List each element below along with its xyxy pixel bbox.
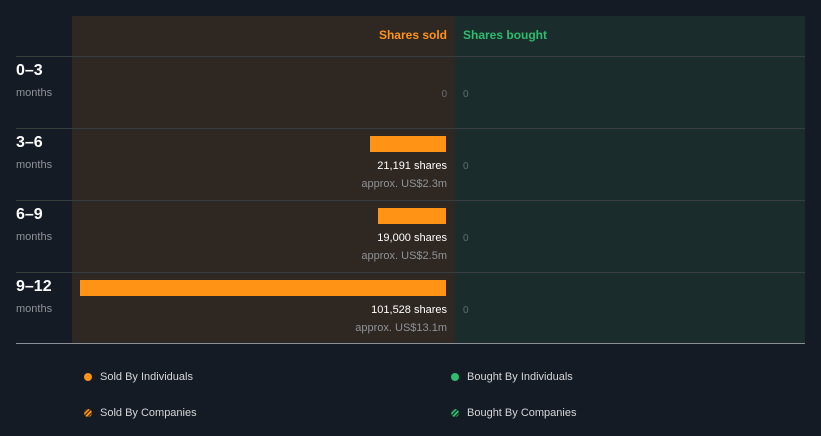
period-row-9-12: 9–12 months 101,528 shares approx. US$13… — [0, 273, 821, 345]
sold-bar[interactable] — [370, 136, 446, 152]
bought-value: 0 — [463, 161, 469, 172]
period-row-0-3: 0–3 months 0 0 — [0, 57, 821, 129]
legend-bought-companies: Bought By Companies — [451, 407, 576, 419]
shares-bought-header: Shares bought — [463, 28, 548, 42]
period-unit: months — [16, 87, 53, 99]
row-divider — [16, 272, 805, 273]
green-hatched-dot-icon — [451, 409, 459, 417]
green-dot-icon — [451, 373, 459, 381]
period-label: 3–6 — [16, 134, 43, 151]
sold-shares: 21,191 shares — [377, 160, 447, 172]
shares-bought-panel — [455, 16, 805, 343]
sold-value-usd: approx. US$2.5m — [361, 250, 447, 262]
legend-label: Bought By Individuals — [467, 371, 573, 383]
sold-value-usd: approx. US$2.3m — [361, 178, 447, 190]
bought-value: 0 — [463, 233, 469, 244]
bought-value: 0 — [463, 305, 469, 316]
orange-dot-icon — [84, 373, 92, 381]
shares-sold-header: Shares sold — [378, 28, 447, 42]
legend-label: Sold By Companies — [100, 407, 197, 419]
period-label: 6–9 — [16, 206, 43, 223]
legend-label: Sold By Individuals — [100, 371, 193, 383]
orange-hatched-dot-icon — [84, 409, 92, 417]
period-unit: months — [16, 159, 53, 171]
legend-label: Bought By Companies — [467, 407, 577, 419]
legend-bought-individuals: Bought By Individuals — [451, 371, 573, 383]
legend-sold-individuals: Sold By Individuals — [84, 371, 193, 383]
sold-value-usd: approx. US$13.1m — [355, 322, 447, 334]
sold-value: 0 — [441, 89, 447, 100]
chart-baseline — [16, 343, 805, 344]
bought-value: 0 — [463, 89, 469, 100]
legend-sold-companies: Sold By Companies — [84, 407, 197, 419]
period-unit: months — [16, 231, 53, 243]
row-divider — [16, 200, 805, 201]
row-divider — [16, 56, 805, 57]
sold-shares: 19,000 shares — [377, 232, 447, 244]
period-label: 0–3 — [16, 62, 43, 79]
row-divider — [16, 128, 805, 129]
sold-bar[interactable] — [80, 280, 446, 296]
sold-shares: 101,528 shares — [371, 304, 447, 316]
sold-bar[interactable] — [378, 208, 446, 224]
period-unit: months — [16, 303, 53, 315]
period-label: 9–12 — [16, 278, 52, 295]
period-row-6-9: 6–9 months 19,000 shares approx. US$2.5m… — [0, 201, 821, 273]
period-row-3-6: 3–6 months 21,191 shares approx. US$2.3m… — [0, 129, 821, 201]
